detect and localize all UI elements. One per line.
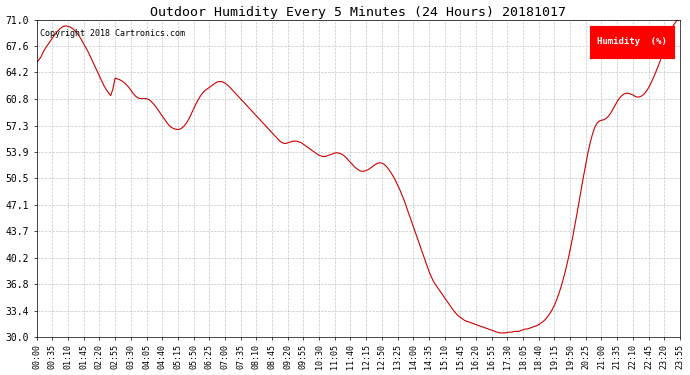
Title: Outdoor Humidity Every 5 Minutes (24 Hours) 20181017: Outdoor Humidity Every 5 Minutes (24 Hou… <box>150 6 566 18</box>
Text: Copyright 2018 Cartronics.com: Copyright 2018 Cartronics.com <box>40 29 185 38</box>
